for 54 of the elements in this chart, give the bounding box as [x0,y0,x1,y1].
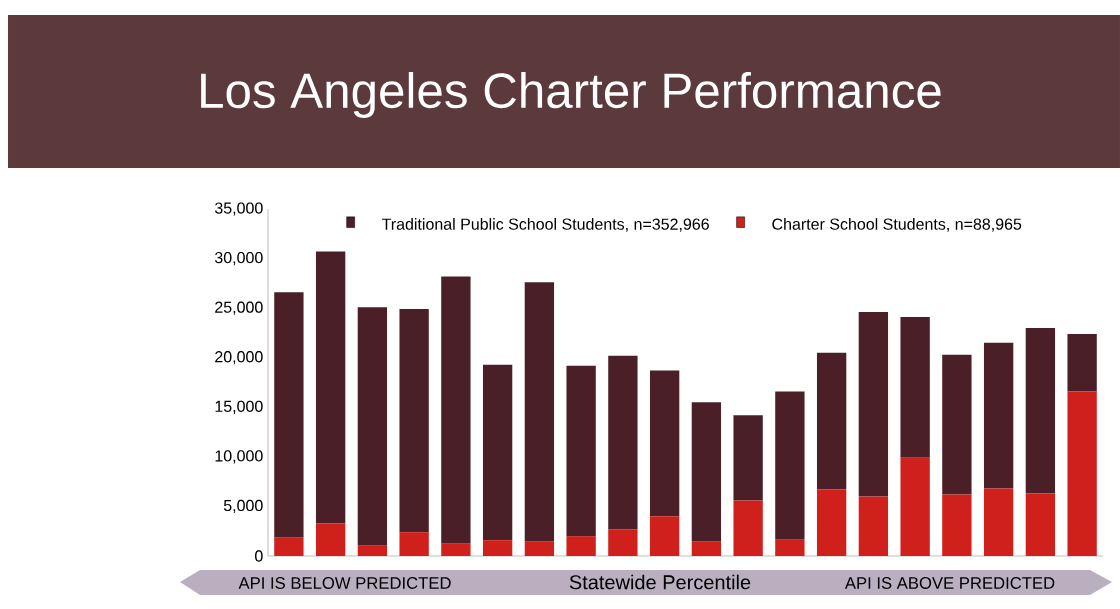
bar [608,355,638,530]
bar [983,488,1014,556]
y-tick-label: 5,000 [223,499,263,514]
bar [441,276,471,544]
bar [983,342,1014,489]
bar [775,391,805,540]
bar [274,537,304,556]
bar [524,541,555,556]
bar [566,365,596,537]
bar [482,364,513,541]
bar [315,251,346,524]
bar [441,543,471,556]
bar [858,312,889,497]
bar [649,370,680,517]
x-axis-title: Statewide Percentile [569,574,751,590]
bar [399,309,429,533]
text: API IS BELOW PREDICTED [238,577,451,589]
bar [733,415,763,501]
bar [1067,391,1097,556]
text: API IS ABOVE PREDICTED [844,577,1055,589]
bar [399,532,429,556]
bar [566,536,596,556]
y-tick-label: 0 [255,550,263,562]
y-tick-label: 15,000 [215,400,263,414]
bar [942,354,972,495]
bar [482,540,513,556]
legend-label: Traditional Public School Students, n=352,966 [381,218,709,232]
bar [691,402,722,542]
bar [357,307,388,546]
bar [1067,333,1097,392]
y-tick-label: 35,000 [214,202,263,216]
y-tick-label: 10,000 [215,450,263,464]
chart-title: Los Angeles Charter Performance [201,72,941,118]
bar [900,457,930,556]
bar [274,292,304,538]
y-tick-label: 20,000 [215,351,263,365]
bar [733,500,763,556]
bar [858,496,889,556]
legend-label: Charter School Students, n=88,965 [772,218,1022,232]
y-tick-label: 25,000 [215,301,263,315]
bar [1025,327,1056,494]
bar [1025,493,1056,556]
bar [524,282,555,542]
bar [816,352,847,490]
bar [608,529,638,556]
bar [357,545,388,556]
bar [942,494,972,556]
y-tick-label: 30,000 [214,251,263,266]
bar [816,489,847,556]
bar [775,539,805,556]
bar [649,516,680,556]
bar [900,317,930,458]
bar [691,541,722,556]
bar [315,523,346,556]
